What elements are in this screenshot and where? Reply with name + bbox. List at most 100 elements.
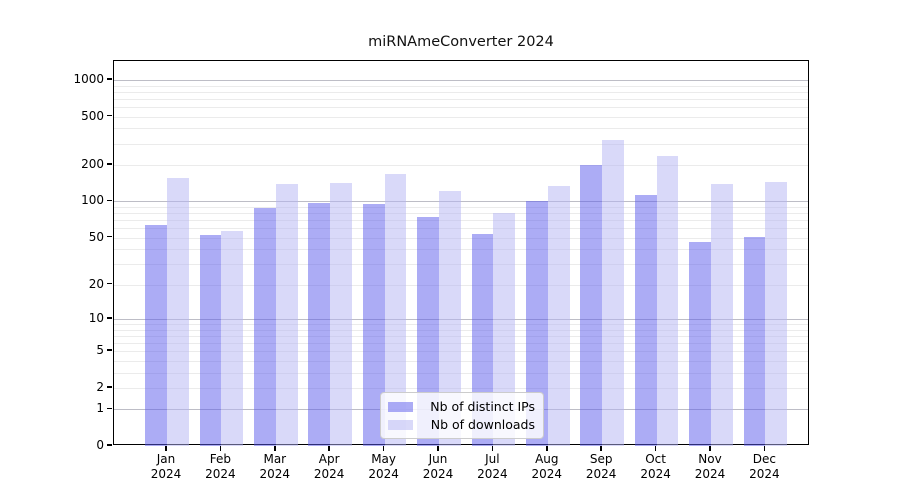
- y-tick-mark: [107, 317, 112, 319]
- y-tick-label: 500: [81, 108, 104, 123]
- minor-gridline: [114, 249, 808, 251]
- x-tick-mark: [165, 446, 167, 451]
- x-tick-year: 2024: [259, 467, 291, 481]
- x-tick-month: Apr: [318, 452, 340, 466]
- x-tick-mark: [763, 446, 766, 451]
- bar-downloads-mar: [275, 184, 298, 446]
- bar-downloads-aug: [547, 186, 570, 446]
- minor-gridline: [114, 85, 808, 87]
- y-tick-label: 2: [96, 379, 104, 394]
- x-tick-year: 2024: [749, 467, 780, 481]
- x-tick-month: Mar: [263, 452, 287, 466]
- minor-gridline: [114, 237, 808, 239]
- bar-distinct-ips-may: [362, 203, 385, 446]
- minor-gridline: [114, 165, 808, 167]
- x-tick-year: 2024: [477, 467, 508, 481]
- bar-distinct-ips-jan: [145, 224, 167, 446]
- minor-gridline: [114, 228, 808, 230]
- x-tick-label: Nov 2024: [680, 452, 740, 482]
- x-tick-label: Dec 2024: [734, 452, 794, 482]
- major-gridline: [114, 201, 808, 203]
- x-tick-mark: [328, 446, 330, 451]
- x-tick-mark: [274, 446, 276, 451]
- x-tick-year: 2024: [150, 467, 182, 481]
- y-tick-label: 200: [81, 157, 104, 172]
- x-tick-month: Jan: [156, 452, 176, 466]
- legend-swatch-distinct-ips: [388, 401, 413, 412]
- bar-distinct-ips-apr: [308, 203, 331, 446]
- x-tick-month: Jul: [485, 452, 500, 466]
- major-gridline: [114, 79, 808, 81]
- minor-gridline: [114, 351, 808, 353]
- x-tick-label: Oct 2024: [626, 452, 686, 482]
- x-tick-mark: [600, 446, 602, 451]
- bar-downloads-feb: [221, 230, 244, 446]
- x-tick-label: Jun 2024: [408, 452, 468, 482]
- y-tick-label: 0: [96, 438, 104, 452]
- y-tick-label: 1: [96, 401, 104, 416]
- x-tick-label: Sep 2024: [571, 452, 631, 482]
- x-tick-month: Aug: [535, 452, 559, 466]
- y-tick-mark: [107, 163, 112, 165]
- minor-gridline: [114, 284, 808, 286]
- minor-gridline: [114, 98, 808, 100]
- x-tick-label: Apr 2024: [299, 452, 359, 482]
- x-tick-mark: [491, 446, 494, 451]
- y-tick-label: 20: [88, 276, 104, 291]
- x-tick-mark: [219, 446, 222, 451]
- x-tick-year: 2024: [585, 467, 617, 481]
- x-tick-month: Sep: [589, 452, 613, 466]
- x-tick-label: Mar 2024: [245, 452, 305, 482]
- x-tick-label: Jan 2024: [136, 452, 196, 482]
- y-tick-mark: [107, 199, 112, 202]
- x-tick-label: Jul 2024: [462, 452, 522, 482]
- legend-entry-downloads: Nb of downloads: [388, 417, 535, 432]
- minor-gridline: [114, 207, 808, 209]
- x-tick-month: Jun: [428, 452, 448, 466]
- minor-gridline: [114, 372, 808, 374]
- x-tick-mark: [437, 446, 439, 451]
- y-tick-mark: [107, 114, 112, 117]
- legend-label-downloads: Nb of downloads: [430, 417, 535, 432]
- bar-distinct-ips-aug: [526, 201, 548, 446]
- y-tick-label: 50: [88, 229, 104, 244]
- x-tick-label: May 2024: [354, 452, 414, 482]
- y-tick-mark: [107, 282, 112, 285]
- bar-downloads-may: [384, 174, 407, 446]
- bar-downloads-nov: [711, 184, 733, 446]
- x-tick-year: 2024: [422, 467, 454, 481]
- y-tick-label: 100: [81, 193, 104, 208]
- major-gridline: [114, 318, 808, 320]
- bar-distinct-ips-oct: [634, 195, 657, 446]
- x-tick-year: 2024: [694, 467, 726, 481]
- x-tick-mark: [382, 446, 385, 451]
- minor-gridline: [114, 91, 808, 93]
- y-tick-label: 10: [88, 310, 104, 325]
- bar-downloads-jul: [493, 213, 516, 446]
- y-tick-mark: [107, 407, 112, 410]
- bar-downloads-jan: [167, 178, 189, 446]
- x-tick-year: 2024: [368, 467, 399, 481]
- y-tick-label: 1000: [73, 71, 104, 86]
- bar-distinct-ips-jun: [417, 217, 439, 446]
- bar-distinct-ips-dec: [743, 236, 766, 446]
- x-tick-mark: [709, 446, 711, 451]
- y-tick-mark: [107, 78, 112, 80]
- legend-entry-distinct-ips: Nb of distinct IPs: [388, 399, 535, 414]
- bar-distinct-ips-mar: [254, 208, 276, 446]
- bar-downloads-dec: [765, 182, 788, 446]
- x-tick-year: 2024: [640, 467, 671, 481]
- x-tick-month: Nov: [698, 452, 722, 466]
- y-tick-mark: [107, 235, 112, 238]
- minor-gridline: [114, 143, 808, 145]
- x-tick-year: 2024: [205, 467, 236, 481]
- x-tick-year: 2024: [531, 467, 563, 481]
- bar-downloads-oct: [656, 156, 679, 446]
- minor-gridline: [114, 107, 808, 108]
- x-tick-year: 2024: [313, 467, 345, 481]
- minor-gridline: [114, 329, 808, 331]
- minor-gridline: [114, 213, 808, 215]
- x-tick-mark: [546, 446, 548, 451]
- minor-gridline: [114, 335, 808, 337]
- x-tick-month: May: [371, 452, 396, 466]
